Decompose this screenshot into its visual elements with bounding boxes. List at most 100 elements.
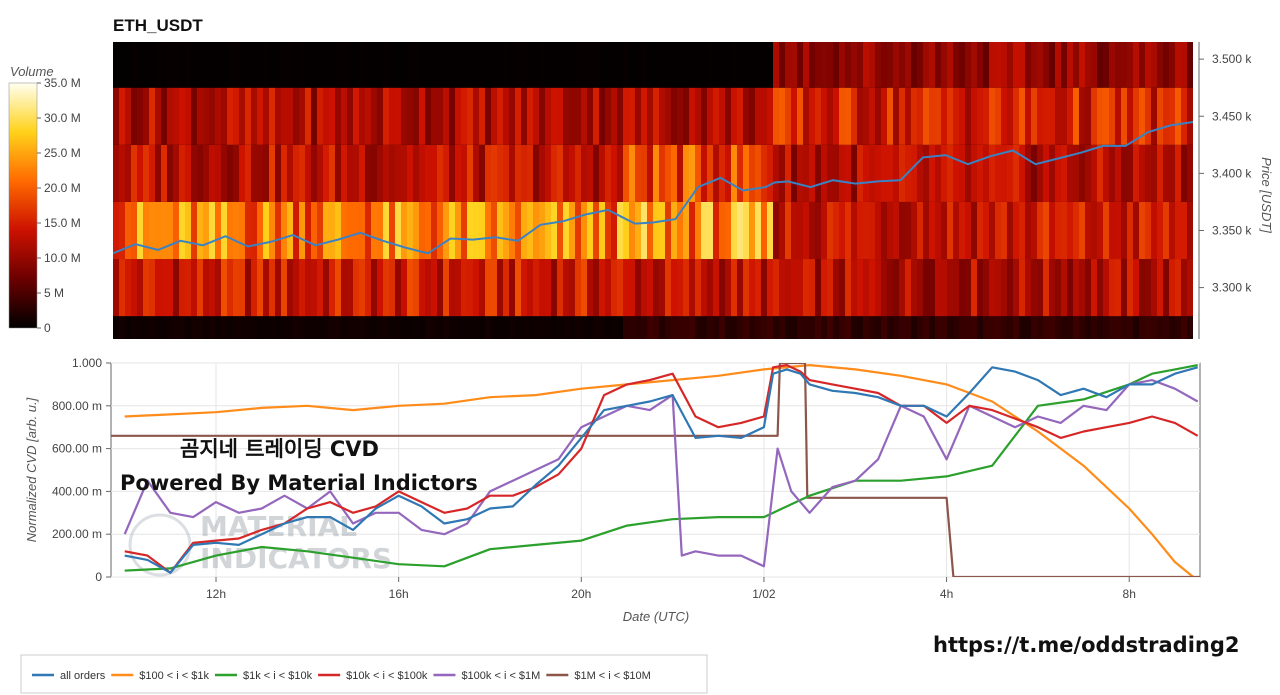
price-tick-label: 3.300 k xyxy=(1212,281,1252,295)
heatmap-cell xyxy=(1169,259,1176,317)
heatmap-cell xyxy=(263,87,270,145)
cvd-x-tick-label: 1/02 xyxy=(752,587,776,601)
heatmap-cell xyxy=(803,201,810,260)
heatmap-cell xyxy=(569,42,576,88)
heatmap-cell xyxy=(125,144,132,202)
heatmap-cell xyxy=(521,87,528,145)
telegram-url[interactable]: https://t.me/oddstrading2 xyxy=(933,633,1240,657)
heatmap-cell xyxy=(137,42,144,88)
heatmap-cell xyxy=(593,144,600,202)
heatmap-cell xyxy=(959,87,966,145)
heatmap-cell xyxy=(497,144,504,202)
heatmap-cell xyxy=(179,144,186,202)
heatmap-cell xyxy=(737,144,744,202)
heatmap-cell xyxy=(185,259,192,317)
heatmap-cell xyxy=(449,201,456,260)
heatmap-cell xyxy=(509,87,516,145)
heatmap-cell xyxy=(491,87,498,145)
heatmap-cell xyxy=(713,201,720,260)
heatmap-cell xyxy=(287,144,294,202)
heatmap-cell xyxy=(893,87,900,145)
heatmap-cell xyxy=(797,144,804,202)
heatmap-cell xyxy=(119,201,126,260)
heatmap-cell xyxy=(641,42,648,88)
heatmap-cell xyxy=(839,259,846,317)
heatmap-cell xyxy=(731,259,738,317)
heatmap-cell xyxy=(455,42,462,88)
heatmap-cell xyxy=(1073,42,1080,88)
heatmap-cell xyxy=(707,201,714,260)
cvd-y-tick-label: 1.000 xyxy=(72,356,102,370)
heatmap-cell xyxy=(227,87,234,145)
heatmap-cell xyxy=(335,87,342,145)
heatmap-cell xyxy=(611,259,618,317)
heatmap-cell xyxy=(197,316,204,339)
heatmap-cell xyxy=(671,87,678,145)
heatmap-cell xyxy=(245,144,252,202)
heatmap-cell xyxy=(269,42,276,88)
heatmap-cell xyxy=(347,42,354,88)
heatmap-cell xyxy=(995,259,1002,317)
heatmap-cell xyxy=(617,87,624,145)
heatmap-cell xyxy=(167,87,174,145)
heatmap-cell xyxy=(413,144,420,202)
heatmap-cell xyxy=(671,42,678,88)
heatmap-cell xyxy=(485,42,492,88)
heatmap-cell xyxy=(989,144,996,202)
heatmap-cell xyxy=(425,259,432,317)
heatmap-cell xyxy=(1187,42,1193,88)
heatmap-cell xyxy=(347,259,354,317)
heatmap-cell xyxy=(989,259,996,317)
heatmap-cell xyxy=(509,259,516,317)
heatmap-cell xyxy=(311,42,318,88)
heatmap-cell xyxy=(143,259,150,317)
heatmap-cell xyxy=(857,144,864,202)
heatmap-cell xyxy=(947,259,954,317)
heatmap-cell xyxy=(821,201,828,260)
heatmap-cell xyxy=(275,42,282,88)
heatmap-cell xyxy=(1109,144,1116,202)
heatmap-cell xyxy=(521,259,528,317)
heatmap-cell xyxy=(965,201,972,260)
heatmap-cell xyxy=(911,201,918,260)
heatmap-cell xyxy=(377,259,384,317)
heatmap-cell xyxy=(1151,201,1158,260)
heatmap-cell xyxy=(623,201,630,260)
heatmap-cell xyxy=(317,316,324,339)
heatmap-cell xyxy=(725,42,732,88)
heatmap-cell xyxy=(695,87,702,145)
heatmap-cell xyxy=(335,42,342,88)
heatmap-cell xyxy=(161,144,168,202)
heatmap-cell xyxy=(959,259,966,317)
heatmap-cell xyxy=(377,144,384,202)
heatmap-cell xyxy=(293,42,300,88)
heatmap-cell xyxy=(365,87,372,145)
heatmap-cell xyxy=(707,259,714,317)
heatmap-cell xyxy=(113,316,120,339)
heatmap-cell xyxy=(533,42,540,88)
heatmap-cell xyxy=(431,42,438,88)
heatmap-cell xyxy=(503,144,510,202)
colorbar-tick-label: 25.0 M xyxy=(44,146,81,160)
heatmap-cell xyxy=(287,42,294,88)
heatmap-cell xyxy=(995,201,1002,260)
heatmap-cell xyxy=(983,316,990,339)
heatmap-cell xyxy=(1031,259,1038,317)
heatmap-cell xyxy=(497,42,504,88)
heatmap-cell xyxy=(377,42,384,88)
heatmap-cell xyxy=(749,201,756,260)
heatmap-cell xyxy=(287,87,294,145)
heatmap-cell xyxy=(821,259,828,317)
heatmap-cell xyxy=(437,316,444,339)
heatmap-cell xyxy=(1055,259,1062,317)
heatmap-cell xyxy=(335,144,342,202)
heatmap-cell xyxy=(359,201,366,260)
heatmap-cell xyxy=(641,316,648,339)
heatmap-cell xyxy=(449,144,456,202)
heatmap-cell xyxy=(971,42,978,88)
heatmap-cell xyxy=(593,201,600,260)
heatmap-cell xyxy=(1019,316,1026,339)
heatmap-cell xyxy=(977,201,984,260)
heatmap-cell xyxy=(905,201,912,260)
heatmap-cell xyxy=(1031,42,1038,88)
